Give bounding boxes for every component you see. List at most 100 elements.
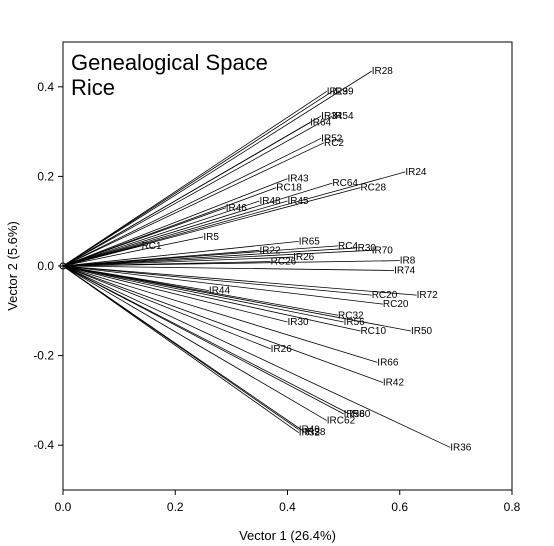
vector-line bbox=[62, 265, 384, 383]
vector-line bbox=[62, 249, 372, 267]
vector-line bbox=[62, 265, 412, 332]
point-label: IR44 bbox=[209, 286, 231, 297]
vector-line bbox=[62, 265, 361, 332]
x-tick-label: 0.8 bbox=[504, 500, 521, 514]
vector-line bbox=[62, 142, 325, 267]
x-tick-label: 0.6 bbox=[391, 500, 408, 514]
point-label: IR66 bbox=[377, 357, 399, 368]
point-label: IR28 bbox=[372, 66, 394, 77]
point-label: RC64 bbox=[332, 178, 358, 189]
vector-line bbox=[62, 245, 142, 267]
point-label: IR45 bbox=[288, 196, 310, 207]
point-label: RC32 bbox=[338, 310, 364, 321]
point-label: IR26 bbox=[271, 344, 293, 355]
point-label: IR43 bbox=[288, 174, 310, 185]
vector-line bbox=[62, 265, 327, 421]
y-tick-label: -0.4 bbox=[33, 438, 54, 452]
vector-line bbox=[62, 265, 305, 433]
point-label: RC20 bbox=[372, 290, 398, 301]
x-axis-label: Vector 1 (26.4%) bbox=[239, 528, 336, 543]
vector-line bbox=[62, 178, 288, 267]
vector-line bbox=[62, 182, 333, 267]
point-label: RC18 bbox=[276, 183, 302, 194]
vector-line bbox=[62, 265, 417, 296]
vector-line bbox=[62, 249, 260, 267]
point-label: RC2 bbox=[324, 138, 344, 149]
chart-axes: 0.0 0.2 0.4 0.6 0.8 0.4 0.2 0.0 -0.2 -0.4 bbox=[33, 41, 521, 514]
point-label: IR70 bbox=[372, 245, 394, 256]
vector-line bbox=[62, 265, 383, 305]
vector-line bbox=[62, 265, 271, 350]
point-label: IR29 bbox=[327, 86, 349, 97]
y-axis-label: Vector 2 (5.6%) bbox=[5, 221, 20, 311]
point-label: IR26 bbox=[293, 252, 315, 263]
point-label: IR56 bbox=[344, 317, 366, 328]
vector-line bbox=[62, 265, 395, 271]
chart-title-line: Rice bbox=[71, 75, 115, 100]
vector-line bbox=[62, 236, 204, 267]
x-tick-label: 0.0 bbox=[55, 500, 72, 514]
point-label: IR72 bbox=[417, 290, 439, 301]
point-label: IR36 bbox=[450, 442, 472, 453]
point-label: IR52 bbox=[321, 133, 343, 144]
point-label: IR40 bbox=[299, 425, 321, 436]
point-label: IR65 bbox=[299, 236, 321, 247]
point-label: IR34 bbox=[321, 111, 343, 122]
vector-line bbox=[62, 115, 333, 267]
point-label: RC28 bbox=[360, 183, 386, 194]
vector-line bbox=[62, 90, 328, 267]
point-label: IR24 bbox=[405, 167, 427, 178]
vector-line bbox=[62, 240, 299, 267]
x-tick-label: 0.4 bbox=[279, 500, 296, 514]
vector-line bbox=[62, 207, 226, 267]
point-label: IR30 bbox=[288, 317, 310, 328]
point-label: IR42 bbox=[383, 377, 405, 388]
point-label: IR30 bbox=[355, 243, 377, 254]
chart-title-line: Genealogical Space bbox=[71, 50, 268, 75]
vector-line bbox=[62, 260, 400, 267]
point-label: RC26 bbox=[271, 257, 297, 268]
point-label: IR8 bbox=[400, 256, 416, 267]
vector-line bbox=[62, 265, 344, 323]
point-label: IR39 bbox=[332, 86, 354, 97]
point-label: IR58 bbox=[344, 409, 366, 420]
y-tick-label: -0.2 bbox=[33, 349, 54, 363]
vector-line bbox=[62, 70, 372, 267]
point-label: RC1 bbox=[142, 241, 162, 252]
vector-line bbox=[62, 200, 288, 267]
vector-line bbox=[62, 265, 372, 296]
vector-line bbox=[62, 265, 288, 323]
point-label: IR74 bbox=[394, 265, 416, 276]
point-label: IR5 bbox=[203, 232, 219, 243]
point-label: IR48 bbox=[259, 196, 281, 207]
vector-line bbox=[62, 137, 322, 267]
point-label: IR38 bbox=[304, 427, 326, 438]
point-label: IR54 bbox=[332, 111, 354, 122]
vector-lines bbox=[62, 70, 451, 448]
point-label: IR60 bbox=[349, 409, 371, 420]
x-tick-label: 0.2 bbox=[167, 500, 184, 514]
vector-line bbox=[62, 247, 355, 267]
point-label: RC10 bbox=[360, 326, 386, 337]
vector-line bbox=[62, 90, 333, 267]
vector-line bbox=[62, 200, 260, 267]
point-label: IR22 bbox=[259, 245, 281, 256]
point-label: IR46 bbox=[226, 203, 248, 214]
vector-line bbox=[62, 256, 294, 267]
y-tick-label: 0.4 bbox=[37, 80, 54, 94]
point-label: RC20 bbox=[383, 299, 409, 310]
vector-line bbox=[62, 265, 451, 448]
point-label: IR32 bbox=[299, 428, 321, 439]
vector-line bbox=[62, 265, 299, 433]
vector-line bbox=[62, 171, 406, 267]
y-tick-label: 0.2 bbox=[37, 169, 54, 183]
vector-line bbox=[62, 122, 311, 267]
point-label: RC4 bbox=[338, 241, 358, 252]
point-label: IR64 bbox=[310, 118, 332, 129]
point-label: IRC62 bbox=[327, 416, 356, 427]
y-tick-label: 0.0 bbox=[37, 259, 54, 273]
vector-line bbox=[62, 265, 344, 415]
